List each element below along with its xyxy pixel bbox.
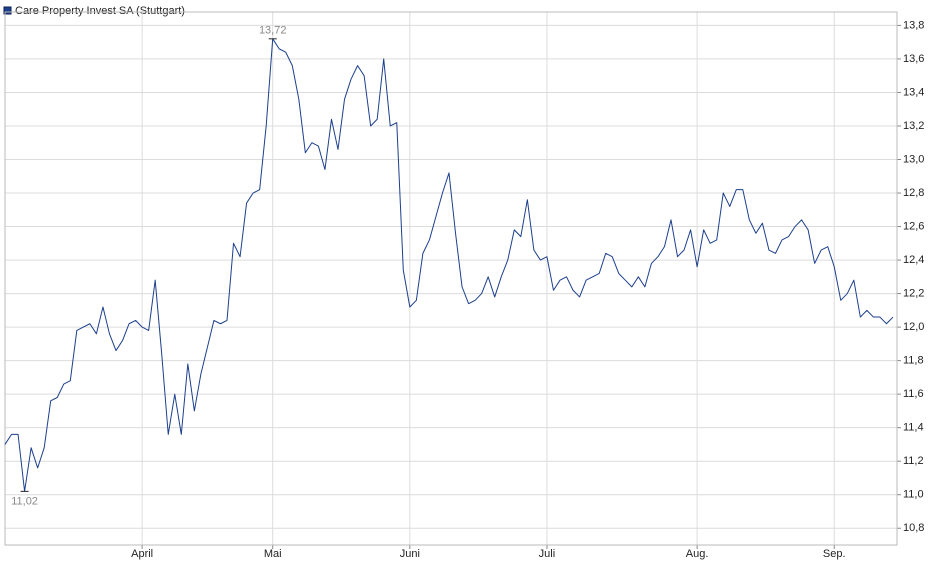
legend-label: Care Property Invest SA (Stuttgart) [15,5,185,17]
x-tick-label: Juni [400,548,420,560]
y-tick-label: 11,0 [903,489,924,501]
y-tick-label: 11,8 [903,355,924,367]
y-tick-label: 10,8 [903,522,924,534]
x-tick-label: Mai [264,548,282,560]
y-tick-label: 11,2 [903,455,924,467]
y-tick-label: 12,0 [903,321,924,333]
y-tick-label: 12,4 [903,254,924,266]
y-tick-label: 12,6 [903,220,924,232]
annotation-label: 11,02 [11,495,38,507]
x-tick-label: Sep. [823,548,846,560]
y-tick-label: 13,0 [903,153,924,165]
y-tick-label: 13,2 [903,120,924,132]
x-tick-label: Juli [539,548,556,560]
y-tick-label: 13,6 [903,53,924,65]
x-tick-label: April [131,548,153,560]
y-tick-label: 12,2 [903,287,924,299]
y-tick-label: 13,8 [903,19,924,31]
y-tick-label: 11,6 [903,388,924,400]
legend-swatch [3,6,12,15]
y-tick-label: 13,4 [903,86,924,98]
annotation-label: 13,72 [259,25,287,37]
price-line [4,38,894,492]
y-tick-label: 11,4 [903,422,924,434]
x-tick-label: Aug. [686,548,709,560]
y-tick-label: 12,8 [903,187,924,199]
plot-frame [4,11,898,546]
